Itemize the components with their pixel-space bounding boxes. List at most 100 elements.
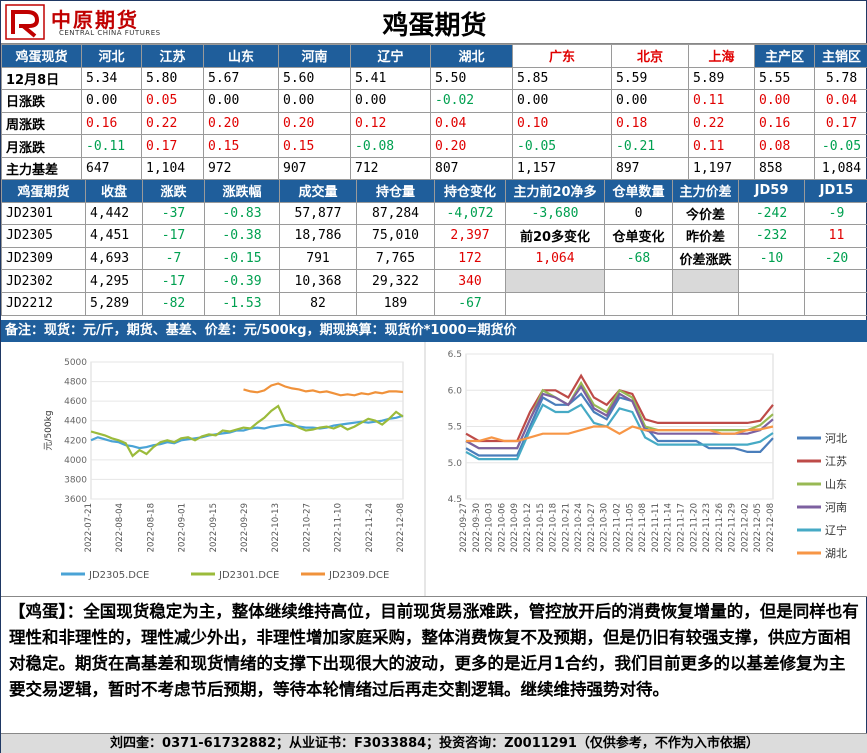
open-interest: 75,010	[356, 224, 435, 248]
spot-cell: 0.18	[611, 111, 689, 136]
price-change-pct: -1.53	[204, 291, 280, 316]
x-tick-label: 2022-10-30	[600, 503, 610, 552]
x-tick-label: 2022-10-13	[271, 503, 281, 552]
contract-code: JD2301	[1, 201, 86, 226]
empty-cell	[672, 291, 739, 316]
spread-label: 昨价差	[672, 224, 739, 248]
region-header: 主产区	[754, 44, 815, 68]
x-tick-label: 2022-12-08	[766, 503, 776, 552]
spot-cell: 0.10	[512, 111, 612, 136]
x-tick-label: 2022-10-24	[574, 503, 584, 552]
y-tick-label: 3800	[64, 475, 87, 485]
spot-cell: 807	[430, 156, 513, 181]
y-tick-label: 3600	[64, 495, 87, 505]
spot-row-label: 主力基差	[1, 156, 82, 181]
y-tick-label: 6.5	[448, 350, 462, 360]
price-change-pct: -0.83	[204, 201, 280, 226]
x-tick-label: 2022-09-15	[209, 503, 219, 552]
spot-cell: 0.05	[141, 89, 204, 113]
x-tick-label: 2022-07-21	[84, 503, 94, 552]
x-tick-label: 2022-11-10	[334, 503, 344, 552]
close-price: 4,295	[85, 269, 143, 293]
series-line	[466, 425, 774, 443]
futures-header: 涨跌	[142, 179, 205, 203]
y-tick-label: 6.0	[448, 386, 463, 396]
legend-label: 辽宁	[825, 523, 847, 537]
spot-cell: 897	[611, 156, 689, 181]
price-change-pct: -0.15	[204, 246, 280, 271]
contract-code: JD2305	[1, 224, 86, 248]
spot-cell: 0.17	[814, 111, 867, 136]
spot-cell: 0.15	[278, 134, 351, 158]
unit-note: 备注：现货：元/斤，期货、基差、价差：元/500kg，期现换算：现货价*1000…	[1, 320, 867, 342]
oi-change: 2,397	[434, 224, 506, 248]
futures-header: 主力价差	[672, 179, 739, 203]
spot-cell: 1,104	[141, 156, 204, 181]
x-tick-label: 2022-11-26	[715, 503, 725, 552]
x-tick-label: 2022-10-27	[302, 503, 312, 552]
spot-cell: -0.11	[81, 134, 142, 158]
x-tick-label: 2022-11-24	[365, 503, 375, 552]
oi-change: 172	[434, 246, 506, 271]
spot-cell: 5.89	[688, 66, 755, 91]
region-header: 上海	[688, 44, 755, 68]
price-change: -7	[142, 246, 205, 271]
volume: 82	[279, 291, 357, 316]
spot-cell: 5.41	[350, 66, 431, 91]
series-line	[90, 414, 404, 450]
spot-cell: 0.16	[81, 111, 142, 136]
x-tick-label: 2022-11-29	[728, 503, 738, 552]
region-header: 江苏	[141, 44, 204, 68]
company-logo-icon	[5, 4, 45, 40]
futures-header: 仓单数量	[604, 179, 673, 203]
x-tick-label: 2022-11-20	[689, 503, 699, 552]
x-tick-label: 2022-09-30	[472, 503, 482, 552]
x-tick-label: 2022-11-11	[651, 503, 661, 552]
legend-label: JD2309.DCE	[328, 570, 389, 581]
price-change: -82	[142, 291, 205, 316]
series-line	[90, 404, 404, 458]
spot-cell: 5.80	[141, 66, 204, 91]
spot-cell: 5.60	[278, 66, 351, 91]
spot-cell: 0.00	[81, 89, 142, 113]
empty-cell	[804, 269, 867, 293]
contract-code: JD2212	[1, 291, 86, 316]
x-tick-label: 2022-11-08	[638, 503, 648, 552]
spot-cell: 907	[278, 156, 351, 181]
contract-code: JD2309	[1, 246, 86, 271]
region-header: 广东	[512, 44, 612, 68]
x-tick-label: 2022-10-06	[497, 503, 507, 552]
legend-label: 山东	[825, 478, 847, 491]
x-tick-label: 2022-09-29	[240, 503, 250, 552]
spot-cell: -0.05	[512, 134, 612, 158]
x-tick-label: 2022-11-17	[676, 503, 686, 552]
x-tick-label: 2022-09-01	[178, 503, 188, 552]
x-tick-label: 2022-10-12	[523, 503, 533, 552]
page-title: 鸡蛋期货	[382, 11, 487, 41]
brand-name-en: CENTRAL CHINA FUTURES	[59, 29, 161, 37]
spread-jd15: 11	[804, 224, 867, 248]
y-tick-label: 5.0	[448, 459, 463, 469]
region-header: 辽宁	[350, 44, 431, 68]
charts-area: 3600 3800 4000 4200 4400 4600 4800 5000 2022-07-…	[1, 342, 867, 596]
x-tick-label: 2022-11-05	[625, 503, 635, 552]
report-header: 中原期货 CENTRAL CHINA FUTURES 鸡蛋期货	[1, 1, 867, 44]
warrant-change-label: 仓单变化	[604, 224, 673, 248]
spread-jd59: -242	[738, 201, 805, 226]
x-tick-label: 2022-11-23	[702, 503, 712, 552]
spot-cell: 0.00	[754, 89, 815, 113]
spot-cell: 5.78	[814, 66, 867, 91]
y-tick-label: 5000	[64, 358, 87, 368]
spot-cell: 0.00	[611, 89, 689, 113]
spot-cell: 858	[754, 156, 815, 181]
spot-cell: 0.00	[350, 89, 431, 113]
contract-code: JD2302	[1, 269, 86, 293]
spot-cell: 0.04	[814, 89, 867, 113]
close-price: 4,442	[85, 201, 143, 226]
y-tick-label: 4200	[64, 436, 87, 446]
price-change-pct: -0.39	[204, 269, 280, 293]
y-tick-label: 4400	[64, 417, 87, 427]
empty-cell	[604, 269, 673, 293]
price-change: -17	[142, 224, 205, 248]
close-price: 4,693	[85, 246, 143, 271]
